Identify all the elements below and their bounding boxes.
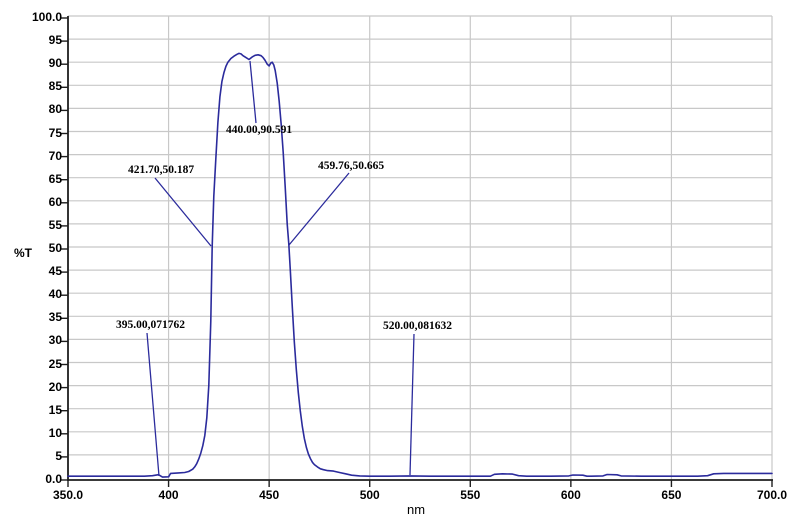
y-tick-label-100.0: 100.0: [31, 10, 62, 24]
y-tick-label-85: 85: [48, 79, 62, 94]
annotation-label: 421.70,50.187: [128, 164, 195, 176]
y-tick-label-25: 25: [48, 356, 62, 371]
annotation-leader-line: [409, 333, 415, 476]
x-tick-label-600: 600: [560, 488, 581, 502]
x-tick-label-450: 450: [259, 488, 280, 502]
y-tick-label-55: 55: [48, 217, 62, 232]
x-tick-label-700.0: 700.0: [756, 488, 788, 502]
y-tick-label-45: 45: [48, 264, 62, 279]
y-axis-title: %T: [14, 246, 32, 260]
y-tick-label-90: 90: [48, 56, 62, 71]
y-tick-label-70: 70: [48, 148, 62, 163]
annotation-leader-line: [154, 177, 212, 247]
y-tick-label-15: 15: [48, 402, 62, 417]
x-tick-label-550: 550: [460, 488, 481, 502]
y-tick-label-20: 20: [48, 379, 62, 394]
x-axis-title: nm: [407, 502, 426, 517]
y-tick-label-5: 5: [55, 448, 62, 463]
y-tick-label-30: 30: [48, 333, 62, 348]
y-tick-label-60: 60: [48, 194, 62, 209]
x-tick-label-350.0: 350.0: [52, 488, 84, 502]
y-tick-label-80: 80: [48, 102, 62, 117]
annotation-label: 520.00,081632: [383, 320, 452, 332]
transmission-spectrum-curve: [67, 52, 773, 478]
annotation-leader-line: [288, 172, 350, 246]
y-tick-label-40: 40: [48, 287, 62, 302]
x-tick-label-500: 500: [359, 488, 380, 502]
x-tick-label-400: 400: [158, 488, 179, 502]
annotation-leader-line: [146, 332, 160, 477]
annotation-label: 459.76,50.665: [318, 160, 385, 172]
annotation-label: 440.00,90.591: [226, 124, 293, 136]
annotation-label: 395.00,071762: [116, 319, 185, 331]
annotation-leader-line: [249, 60, 257, 124]
y-tick-label-0.0: 0.0: [45, 472, 62, 486]
y-tick-label-35: 35: [48, 310, 62, 325]
y-tick-label-50: 50: [48, 241, 62, 255]
y-tick-label-95: 95: [48, 33, 62, 48]
x-tick-label-650: 650: [661, 488, 682, 502]
y-tick-label-65: 65: [48, 171, 62, 186]
y-tick-label-75: 75: [48, 125, 62, 140]
y-tick-label-10: 10: [48, 425, 62, 440]
